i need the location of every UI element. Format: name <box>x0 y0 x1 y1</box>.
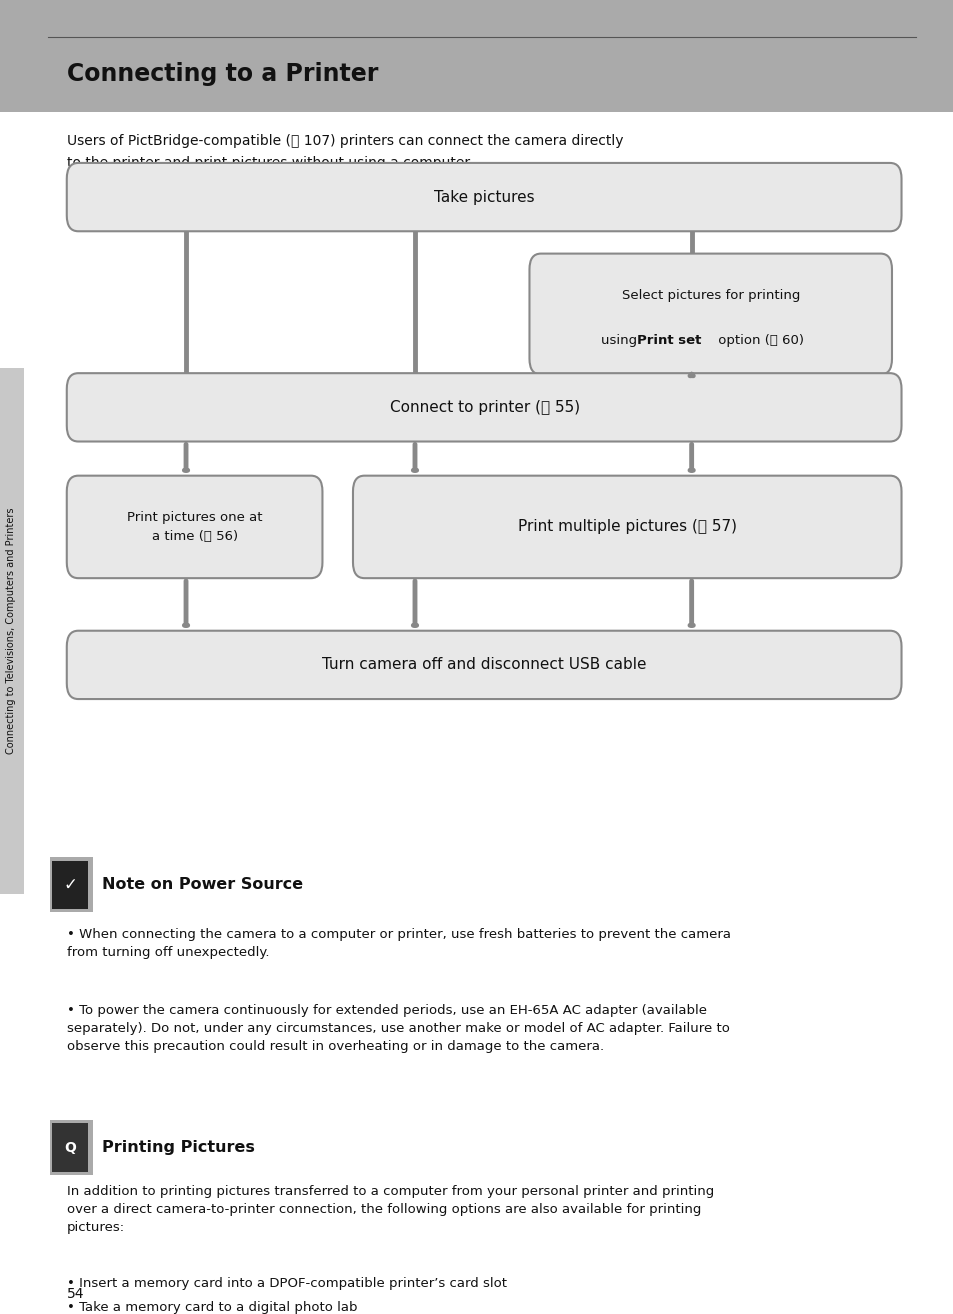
Text: • To power the camera continuously for extended periods, use an EH-65A AC adapte: • To power the camera continuously for e… <box>67 1004 729 1053</box>
Text: using: using <box>600 334 640 347</box>
Text: Connecting to a Printer: Connecting to a Printer <box>67 62 377 85</box>
Text: • Take a memory card to a digital photo lab: • Take a memory card to a digital photo … <box>67 1301 357 1314</box>
Text: Q: Q <box>64 1141 76 1155</box>
Bar <box>0 0 953 112</box>
Bar <box>50 1120 93 1175</box>
Text: Print pictures one at
a time (Ⓝ 56): Print pictures one at a time (Ⓝ 56) <box>127 511 262 543</box>
Bar <box>50 857 93 912</box>
Text: Print multiple pictures (Ⓝ 57): Print multiple pictures (Ⓝ 57) <box>517 519 737 535</box>
FancyBboxPatch shape <box>67 373 901 442</box>
Text: Take pictures: Take pictures <box>434 189 535 205</box>
Text: Connect to printer (Ⓝ 55): Connect to printer (Ⓝ 55) <box>389 399 579 415</box>
Bar <box>52 1123 88 1172</box>
Bar <box>52 861 88 909</box>
Text: Print set: Print set <box>637 334 700 347</box>
Text: • Insert a memory card into a DPOF-compatible printer’s card slot: • Insert a memory card into a DPOF-compa… <box>67 1277 506 1290</box>
Text: Connecting to Televisions, Computers and Printers: Connecting to Televisions, Computers and… <box>7 507 16 754</box>
Text: Select pictures for printing: Select pictures for printing <box>621 289 799 302</box>
Text: • When connecting the camera to a computer or printer, use fresh batteries to pr: • When connecting the camera to a comput… <box>67 928 730 959</box>
FancyBboxPatch shape <box>67 476 322 578</box>
Text: option (Ⓝ 60): option (Ⓝ 60) <box>713 334 802 347</box>
Text: Users of PictBridge-compatible (Ⓝ 107) printers can connect the camera directly
: Users of PictBridge-compatible (Ⓝ 107) p… <box>67 134 622 170</box>
Text: In addition to printing pictures transferred to a computer from your personal pr: In addition to printing pictures transfe… <box>67 1185 713 1234</box>
Text: Note on Power Source: Note on Power Source <box>102 878 303 892</box>
Text: Printing Pictures: Printing Pictures <box>102 1141 254 1155</box>
FancyBboxPatch shape <box>529 254 891 374</box>
FancyBboxPatch shape <box>67 163 901 231</box>
FancyBboxPatch shape <box>67 631 901 699</box>
Text: 54: 54 <box>67 1286 84 1301</box>
Text: ✓: ✓ <box>63 876 77 894</box>
FancyBboxPatch shape <box>353 476 901 578</box>
Text: Turn camera off and disconnect USB cable: Turn camera off and disconnect USB cable <box>322 657 646 673</box>
Bar <box>0 368 24 894</box>
